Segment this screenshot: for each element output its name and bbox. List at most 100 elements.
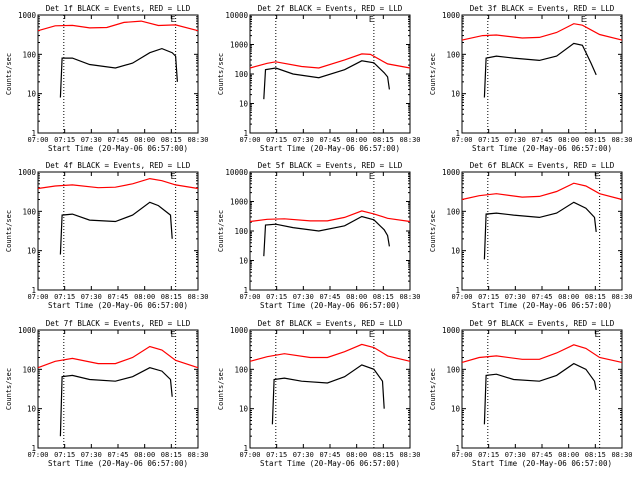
- plot-title: Det 6f BLACK = Events, RED = LLD: [470, 161, 615, 170]
- x-tick-label: 08:30: [611, 293, 632, 301]
- y-tick-label: 1: [31, 444, 36, 453]
- event-marker-label: E: [171, 330, 176, 339]
- x-tick-label: 07:15: [478, 293, 499, 301]
- series-line-lld: [249, 53, 411, 69]
- y-tick-label: 100: [446, 50, 460, 59]
- x-tick-label: 07:00: [27, 293, 48, 301]
- detector-plot-2: Det 2f BLACK = Events, RED = LLD 1 10 100 10…: [217, 4, 421, 153]
- x-tick-label: 08:00: [134, 293, 155, 301]
- y-tick-label: 1000: [18, 168, 37, 177]
- x-tick-label: 07:30: [293, 451, 314, 459]
- x-tick-label: 08:30: [611, 451, 632, 459]
- event-marker-label: E: [581, 15, 586, 24]
- plot-title: Det 3f BLACK = Events, RED = LLD: [470, 4, 615, 13]
- x-tick-label: 08:00: [558, 293, 579, 301]
- x-axis-label: Start Time (20-May-06 06:57:00): [260, 459, 400, 468]
- x-tick-label: 07:45: [531, 293, 552, 301]
- y-tick-label: 100: [22, 50, 36, 59]
- x-tick-label: 07:45: [531, 451, 552, 459]
- plot-title: Det 7f BLACK = Events, RED = LLD: [46, 319, 191, 328]
- y-tick-label: 10000: [225, 168, 248, 177]
- x-tick-label: 07:30: [505, 136, 526, 144]
- x-tick-label: 08:15: [373, 293, 394, 301]
- y-tick-label: 100: [234, 365, 248, 374]
- event-marker-label: E: [595, 172, 600, 181]
- x-tick-label: 07:00: [451, 451, 472, 459]
- y-tick-label: 10: [27, 405, 37, 414]
- x-tick-label: 08:15: [373, 136, 394, 144]
- y-tick-label: 1: [455, 286, 460, 295]
- x-tick-label: 07:15: [266, 136, 287, 144]
- x-tick-label: 07:45: [531, 136, 552, 144]
- x-tick-label: 07:00: [27, 136, 48, 144]
- x-tick-label: 07:30: [505, 293, 526, 301]
- series-line-events: [59, 367, 173, 437]
- y-tick-label: 100: [22, 207, 36, 216]
- series-line-lld: [37, 345, 199, 369]
- x-tick-label: 07:45: [107, 136, 128, 144]
- y-tick-label: 1: [243, 286, 248, 295]
- series-line-events: [59, 201, 173, 255]
- plot-title: Det 8f BLACK = Events, RED = LLD: [258, 319, 403, 328]
- y-tick-label: 10: [27, 90, 37, 99]
- plot-title: Det 5f BLACK = Events, RED = LLD: [258, 161, 403, 170]
- x-tick-label: 08:15: [161, 136, 182, 144]
- y-tick-label: 100: [234, 227, 248, 236]
- x-tick-label: 07:45: [319, 451, 340, 459]
- event-marker-label: E: [369, 330, 374, 339]
- series-line-lld: [461, 182, 623, 201]
- series-line-lld: [461, 23, 623, 41]
- event-marker-label: E: [369, 172, 374, 181]
- x-tick-label: 08:00: [134, 136, 155, 144]
- detector-plot-8: Det 8f BLACK = Events, RED = LLD 1 10 100 10…: [217, 319, 421, 468]
- y-tick-label: 10: [451, 405, 461, 414]
- x-tick-label: 07:00: [239, 451, 260, 459]
- x-tick-label: 07:15: [54, 451, 75, 459]
- y-tick-label: 1: [455, 444, 460, 453]
- y-tick-label: 10: [239, 100, 249, 109]
- x-tick-label: 08:00: [558, 136, 579, 144]
- y-tick-label: 100: [22, 365, 36, 374]
- y-tick-label: 1: [455, 129, 460, 138]
- x-tick-label: 08:00: [134, 451, 155, 459]
- x-tick-label: 07:00: [451, 136, 472, 144]
- series-line-events: [263, 215, 390, 257]
- detector-plot-9: Det 9f BLACK = Events, RED = LLD 1 10 100 10…: [429, 319, 633, 468]
- x-tick-label: 07:30: [81, 451, 102, 459]
- y-tick-label: 1: [31, 286, 36, 295]
- y-axis-label: Counts/sec: [5, 368, 13, 410]
- x-axis-label: Start Time (20-May-06 06:57:00): [472, 144, 612, 153]
- event-marker-label: E: [595, 330, 600, 339]
- y-axis-label: Counts/sec: [5, 53, 13, 95]
- detector-plot-6: Det 6f BLACK = Events, RED = LLD 1 10 100 10…: [429, 161, 633, 310]
- detector-plot-4: Det 4f BLACK = Events, RED = LLD 1 10 100 10…: [5, 161, 209, 310]
- x-tick-label: 08:00: [346, 293, 367, 301]
- x-tick-label: 07:00: [239, 293, 260, 301]
- series-line-events: [263, 60, 390, 100]
- x-tick-label: 07:15: [478, 136, 499, 144]
- plot-title: Det 4f BLACK = Events, RED = LLD: [46, 161, 191, 170]
- x-tick-label: 08:00: [346, 136, 367, 144]
- x-tick-label: 08:00: [558, 451, 579, 459]
- event-marker-label: E: [171, 15, 176, 24]
- x-tick-label: 07:15: [266, 451, 287, 459]
- plot-title: Det 1f BLACK = Events, RED = LLD: [46, 4, 191, 13]
- x-axis-label: Start Time (20-May-06 06:57:00): [260, 301, 400, 310]
- x-axis-label: Start Time (20-May-06 06:57:00): [472, 459, 612, 468]
- y-tick-label: 100: [234, 70, 248, 79]
- y-tick-label: 1000: [442, 326, 461, 335]
- x-axis-label: Start Time (20-May-06 06:57:00): [48, 301, 188, 310]
- x-tick-label: 08:00: [346, 451, 367, 459]
- x-tick-label: 08:30: [187, 136, 208, 144]
- detector-plot-1: Det 1f BLACK = Events, RED = LLD 1 10 100 10…: [5, 4, 209, 153]
- y-tick-label: 1: [243, 444, 248, 453]
- detector-plot-7: Det 7f BLACK = Events, RED = LLD 1 10 100 10…: [5, 319, 209, 468]
- x-tick-label: 08:15: [585, 293, 606, 301]
- series-line-events: [483, 42, 597, 98]
- y-axis-label: Counts/sec: [217, 368, 225, 410]
- series-line-lld: [249, 343, 411, 362]
- event-marker-label: E: [369, 15, 374, 24]
- x-tick-label: 07:00: [27, 451, 48, 459]
- x-tick-label: 08:15: [161, 293, 182, 301]
- y-tick-label: 100: [446, 365, 460, 374]
